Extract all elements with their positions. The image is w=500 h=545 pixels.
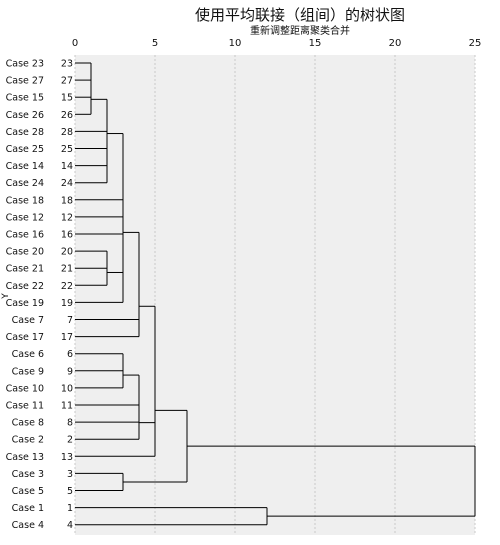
leaf-case-label: Case 13 [6,452,44,463]
x-tick-label: 10 [229,38,242,49]
leaf-case-label: Case 3 [12,469,44,480]
leaf-case-label: Case 28 [6,127,44,138]
leaf-number: 1 [67,503,73,514]
leaf-number: 4 [67,520,73,531]
leaf-number: 10 [61,383,73,394]
leaf-number: 13 [61,452,73,463]
leaf-case-label: Case 20 [6,247,44,258]
leaf-case-label: Case 4 [12,520,44,531]
leaf-case-label: Case 7 [12,315,44,326]
leaf-number: 12 [61,212,73,223]
leaf-number: 22 [61,281,73,292]
y-axis-label: Y [1,293,11,300]
leaf-case-label: Case 25 [6,144,44,155]
chart-subtitle: 重新调整距离聚类合并 [250,24,350,37]
leaf-number: 17 [61,332,73,343]
leaf-number: 6 [67,349,73,360]
leaf-case-label: Case 1 [12,503,44,514]
leaf-number: 19 [61,298,73,309]
leaf-number: 20 [61,247,73,258]
leaf-number: 8 [67,418,73,429]
leaf-case-label: Case 23 [6,59,44,70]
leaf-case-label: Case 10 [6,383,44,394]
leaf-case-label: Case 16 [6,230,44,241]
leaf-number: 15 [61,93,73,104]
leaf-number: 28 [61,127,73,138]
leaf-number: 25 [61,144,73,155]
leaf-case-label: Case 8 [12,418,44,429]
leaf-case-label: Case 5 [12,486,44,497]
leaf-case-label: Case 2 [12,435,44,446]
leaf-case-label: Case 15 [6,93,44,104]
leaf-number: 7 [67,315,73,326]
leaf-case-label: Case 6 [12,349,44,360]
leaf-number: 3 [67,469,73,480]
leaf-case-label: Case 24 [6,178,44,189]
x-tick-label: 15 [309,38,322,49]
leaf-case-label: Case 17 [6,332,44,343]
dendrogram-links [75,62,476,526]
x-axis-ticks: 0 5 10 15 20 25 [72,38,482,49]
x-tick-label: 20 [389,38,402,49]
grid-lines [74,55,476,535]
leaf-case-label: Case 12 [6,212,44,223]
plot-area [75,55,475,535]
leaf-case-label: Case 18 [6,195,44,206]
leaf-number: 2 [67,435,73,446]
x-tick-label: 25 [469,38,482,49]
chart-title: 使用平均联接（组间）的树状图 [195,6,405,24]
leaf-number: 11 [61,401,73,412]
leaf-case-label: Case 19 [6,298,44,309]
x-tick-label: 0 [72,38,78,49]
leaf-case-label: Case 26 [6,110,44,121]
leaf-case-label: Case 21 [6,264,44,275]
leaf-number: 26 [61,110,73,121]
leaf-case-label: Case 9 [12,366,44,377]
leaf-case-label: Case 11 [6,401,44,412]
leaf-number: 14 [61,161,73,172]
leaf-number: 16 [61,230,73,241]
leaf-case-label: Case 22 [6,281,44,292]
leaf-number: 18 [61,195,73,206]
leaf-case-label: Case 27 [6,76,44,87]
leaf-number: 23 [61,59,73,70]
x-tick-label: 5 [152,38,158,49]
leaf-number: 5 [67,486,73,497]
leaf-number: 9 [67,366,73,377]
leaf-number: 21 [61,264,73,275]
leaf-case-label: Case 14 [6,161,44,172]
leaf-number: 24 [61,178,73,189]
leaf-number: 27 [61,76,73,87]
